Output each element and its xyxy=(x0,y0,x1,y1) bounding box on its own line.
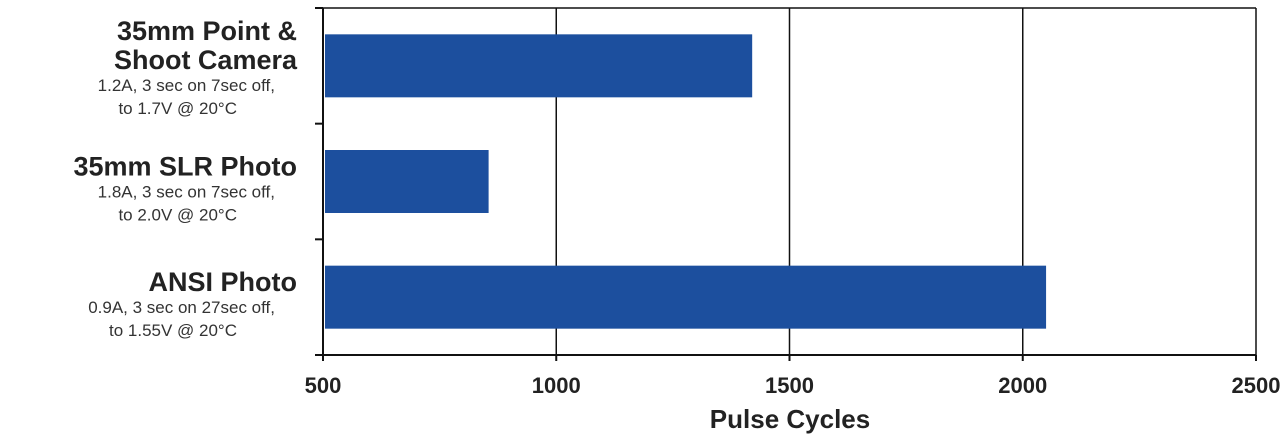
bar-3 xyxy=(325,265,1047,329)
category-subtitle: 1.2A, 3 sec on 7sec off, xyxy=(98,76,275,95)
category-title: 35mm SLR Photo xyxy=(73,152,297,182)
x-tick-label-2500: 2500 xyxy=(1232,373,1281,398)
bar-2 xyxy=(325,150,489,213)
x-tick-label-1000: 1000 xyxy=(532,373,581,398)
category-subtitle: to 1.55V @ 20°C xyxy=(109,321,237,340)
category-subtitle: 0.9A, 3 sec on 27sec off, xyxy=(88,298,275,317)
category-subtitle: to 2.0V @ 20°C xyxy=(118,206,237,225)
category-subtitle: 1.8A, 3 sec on 7sec off, xyxy=(98,183,275,202)
x-tick-label-2000: 2000 xyxy=(998,373,1047,398)
bar-1 xyxy=(325,34,753,98)
x-tick-label-500: 500 xyxy=(305,373,342,398)
x-tick-labels: 500 1000 1500 2000 2500 xyxy=(305,373,1281,398)
x-axis-title: Pulse Cycles xyxy=(710,404,870,434)
bars xyxy=(325,34,1047,329)
category-title: Shoot Camera xyxy=(114,45,298,75)
plot-frame xyxy=(315,7,1257,361)
category-title: ANSI Photo xyxy=(149,267,298,297)
category-subtitle: to 1.7V @ 20°C xyxy=(118,99,237,118)
category-title: 35mm Point & xyxy=(117,16,297,46)
x-tick-label-1500: 1500 xyxy=(765,373,814,398)
